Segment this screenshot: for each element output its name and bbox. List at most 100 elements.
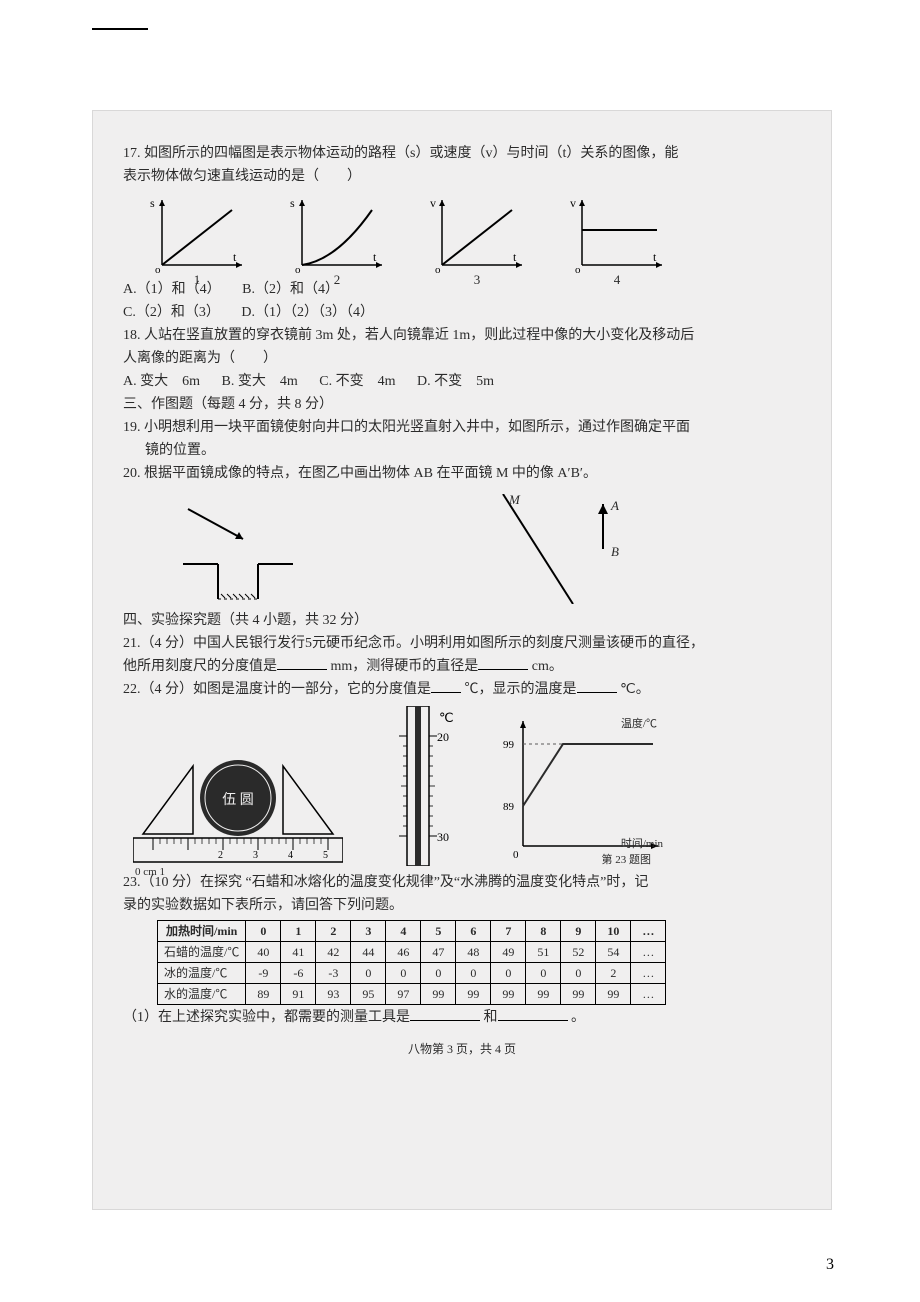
blank bbox=[577, 680, 617, 693]
svg-text:5: 5 bbox=[323, 850, 328, 861]
svg-text:o: o bbox=[295, 264, 301, 275]
table-cell: … bbox=[631, 984, 666, 1005]
svg-text:2: 2 bbox=[218, 850, 223, 861]
table-header-cell: 加热时间/min bbox=[158, 921, 246, 942]
q18-opt-d: D. 不变 5m bbox=[417, 371, 494, 392]
svg-text:s: s bbox=[150, 196, 155, 210]
q21-line1: 21.（4 分）中国人民银行发行5元硬币纪念币。小明利用如图所示的刻度尺测量该硬… bbox=[123, 633, 801, 654]
graph-1-num: 1 bbox=[194, 270, 201, 290]
svg-text:o: o bbox=[155, 264, 161, 275]
q22-lc: ℃。 bbox=[620, 682, 650, 697]
q17-opt-c: C.（2）和（3） bbox=[123, 302, 220, 323]
experiment-figures: 伍 圆 2 bbox=[133, 706, 801, 866]
svg-text:v: v bbox=[570, 196, 576, 210]
graph-4: v t o 4 bbox=[567, 195, 667, 275]
table-cell: 95 bbox=[351, 984, 386, 1005]
table-cell: 42 bbox=[316, 942, 351, 963]
graph-2-num: 2 bbox=[334, 270, 341, 290]
blank bbox=[478, 657, 528, 670]
table-cell: 97 bbox=[386, 984, 421, 1005]
blank bbox=[410, 1008, 480, 1021]
chart-xlabel: 时间/min bbox=[621, 836, 663, 853]
table-cell: 48 bbox=[456, 942, 491, 963]
q21-l2b: mm，测得硬币的直径是 bbox=[331, 659, 479, 674]
table-cell: 99 bbox=[421, 984, 456, 1005]
table-header-cell: … bbox=[631, 921, 666, 942]
blank bbox=[498, 1008, 568, 1021]
q17-graphs: s t o 1 s t o 2 bbox=[147, 195, 801, 275]
q17-opt-b: B.（2）和（4） bbox=[242, 279, 339, 300]
therm-20: 20 bbox=[437, 730, 449, 744]
graph-2: s t o 2 bbox=[287, 195, 387, 275]
svg-text:v: v bbox=[430, 196, 436, 210]
section3-title: 三、作图题（每题 4 分，共 8 分） bbox=[123, 394, 801, 415]
q22-line: 22.（4 分）如图是温度计的一部分，它的分度值是 ℃，显示的温度是 ℃。 bbox=[123, 679, 801, 700]
mirror-lbl-b: B bbox=[611, 542, 619, 562]
table-cell: -6 bbox=[281, 963, 316, 984]
table-cell: 0 bbox=[456, 963, 491, 984]
table-cell: 0 bbox=[351, 963, 386, 984]
q17-line2: 表示物体做匀速直线运动的是（ ） bbox=[123, 166, 801, 187]
q22-la: 22.（4 分）如图是温度计的一部分，它的分度值是 bbox=[123, 682, 431, 697]
table-header-cell: 9 bbox=[561, 921, 596, 942]
q17-opt-d: D.（1）（2）（3）（4） bbox=[241, 302, 374, 323]
table-cell: 0 bbox=[421, 963, 456, 984]
q19-20-figures: M A B bbox=[183, 494, 801, 604]
q23-s1c: 。 bbox=[571, 1010, 585, 1025]
table-header-cell: 1 bbox=[281, 921, 316, 942]
chart-ylabel: 温度/℃ bbox=[621, 716, 657, 733]
q23-sub1: （1）在上述探究实验中，都需要的测量工具是 和 。 bbox=[123, 1007, 801, 1028]
table-cell: … bbox=[631, 942, 666, 963]
ruler-zero-label: 0 cm 1 bbox=[135, 864, 165, 881]
table-cell: 54 bbox=[596, 942, 631, 963]
table-cell: 0 bbox=[386, 963, 421, 984]
q18-opt-b: B. 变大 4m bbox=[222, 371, 298, 392]
table-cell: 51 bbox=[526, 942, 561, 963]
q17-opts-row2: C.（2）和（3） D.（1）（2）（3）（4） bbox=[123, 302, 801, 323]
svg-text:89: 89 bbox=[503, 801, 515, 813]
table-header-cell: 4 bbox=[386, 921, 421, 942]
svg-text:t: t bbox=[233, 250, 237, 264]
q19-line2: 镜的位置。 bbox=[145, 440, 801, 461]
table-header-row: 加热时间/min012345678910… bbox=[158, 921, 666, 942]
table-row: 冰的温度/℃-9-6-300000002… bbox=[158, 963, 666, 984]
section4-title: 四、实验探究题（共 4 小题，共 32 分） bbox=[123, 610, 801, 631]
graph-1: s t o 1 bbox=[147, 195, 247, 275]
binding-mark bbox=[92, 28, 148, 30]
table-row: 石蜡的温度/℃4041424446474849515254… bbox=[158, 942, 666, 963]
table-cell: … bbox=[631, 963, 666, 984]
table-cell: 46 bbox=[386, 942, 421, 963]
thermometer-figure: ℃ 20 30 bbox=[373, 706, 463, 866]
svg-text:o: o bbox=[435, 264, 441, 275]
table-cell: 0 bbox=[561, 963, 596, 984]
data-table: 加热时间/min012345678910… 石蜡的温度/℃40414244464… bbox=[157, 920, 666, 1005]
svg-text:0: 0 bbox=[513, 849, 519, 861]
table-cell: 0 bbox=[526, 963, 561, 984]
svg-text:4: 4 bbox=[288, 850, 293, 861]
graph-4-num: 4 bbox=[614, 270, 621, 290]
svg-text:o: o bbox=[575, 264, 581, 275]
blank bbox=[431, 680, 461, 693]
q18-line1: 18. 人站在竖直放置的穿衣镜前 3m 处，若人向镜靠近 1m，则此过程中像的大… bbox=[123, 325, 801, 346]
q22-lb: ℃，显示的温度是 bbox=[465, 682, 577, 697]
q17-line1: 17. 如图所示的四幅图是表示物体运动的路程（s）或速度（v）与时间（t）关系的… bbox=[123, 143, 801, 164]
graph-3-num: 3 bbox=[474, 270, 481, 290]
therm-30: 30 bbox=[437, 830, 449, 844]
table-cell: 99 bbox=[491, 984, 526, 1005]
corner-page-number: 3 bbox=[826, 1256, 834, 1274]
q18-opt-c: C. 不变 4m bbox=[319, 371, 395, 392]
table-cell: -3 bbox=[316, 963, 351, 984]
coin-ruler-figure: 伍 圆 2 bbox=[133, 726, 343, 866]
table-header-cell: 3 bbox=[351, 921, 386, 942]
table-cell: 99 bbox=[596, 984, 631, 1005]
table-cell: 99 bbox=[456, 984, 491, 1005]
table-cell: 99 bbox=[526, 984, 561, 1005]
page: 17. 如图所示的四幅图是表示物体运动的路程（s）或速度（v）与时间（t）关系的… bbox=[0, 0, 920, 1302]
svg-text:t: t bbox=[513, 250, 517, 264]
q23-s1b: 和 bbox=[484, 1010, 498, 1025]
table-row-label: 水的温度/℃ bbox=[158, 984, 246, 1005]
q18-opts: A. 变大 6m B. 变大 4m C. 不变 4m D. 不变 5m bbox=[123, 371, 801, 392]
q18-line2: 人离像的距离为（ ） bbox=[123, 348, 801, 369]
q17-opt-a: A.（1）和（4） bbox=[123, 279, 221, 300]
graph-3: v t o 3 bbox=[427, 195, 527, 275]
